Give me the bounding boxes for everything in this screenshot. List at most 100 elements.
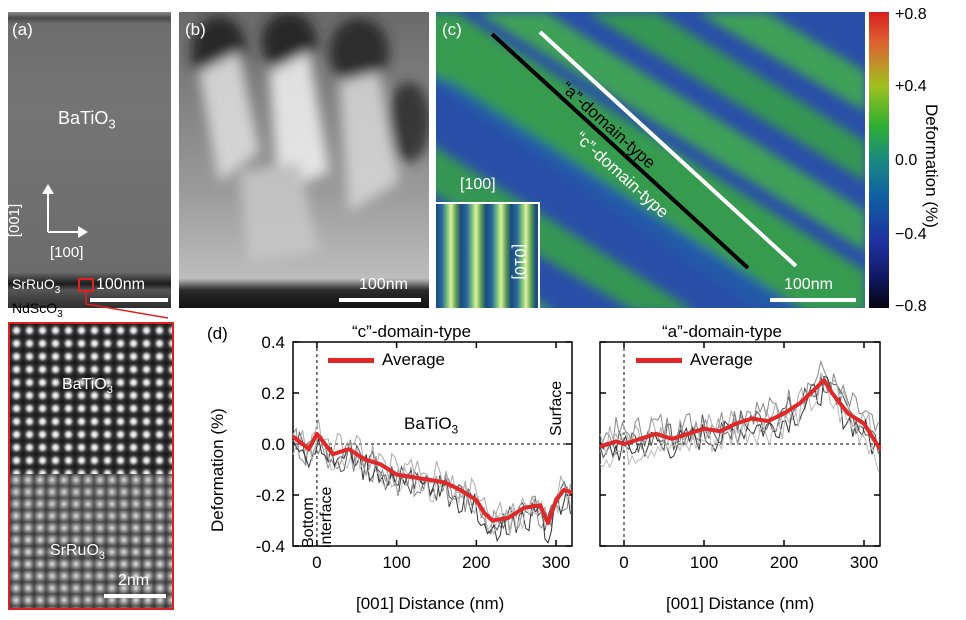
average-point: [639, 438, 641, 440]
average-point: [863, 423, 865, 425]
right-plot-title: “a”-domain-type: [662, 322, 782, 341]
colorbar-tick: −0.4: [895, 226, 927, 243]
average-point: [799, 402, 801, 404]
average-line: [599, 378, 882, 451]
right-legend: Average: [636, 350, 753, 370]
panel-a-scalebar: [90, 298, 168, 302]
plot-frame: [599, 341, 881, 547]
average-point: [459, 489, 461, 491]
average-point: [316, 433, 318, 435]
average-point: [547, 522, 549, 524]
axis-right-label: [100]: [50, 244, 84, 261]
axis-arrows-icon: [42, 184, 88, 238]
left-plot-title: “c”-domain-type: [352, 322, 472, 341]
left-legend: Average: [328, 350, 445, 370]
roi-box: [78, 278, 94, 292]
panel-a-image: (a) BaTiO3 [001] [100] SrRuO3 100nm: [8, 12, 171, 308]
colorbar: +0.8 +0.4 0.0 −0.4 −0.8 Deformation (%): [869, 6, 941, 315]
average-point: [735, 423, 737, 425]
x-tick-label: 200: [462, 553, 490, 572]
panel-b-scalebar: [339, 298, 421, 302]
average-point: [523, 507, 525, 509]
annotation-bottom: Bottom: [300, 497, 317, 548]
x-tick-label: 0: [619, 553, 628, 572]
average-point: [348, 448, 350, 450]
profile-trace: [599, 372, 879, 455]
average-point: [847, 412, 849, 414]
colorbar-tick: +0.8: [895, 6, 927, 23]
average-point: [443, 481, 445, 483]
colorbar-title: Deformation (%): [922, 104, 941, 228]
panel-b-scale-label: 100nm: [359, 276, 408, 293]
y-tick-label: -0.4: [256, 537, 285, 556]
panel-a-scale-label: 100nm: [96, 276, 145, 293]
right-xlabel: [001] Distance (nm): [666, 594, 815, 613]
average-point: [623, 443, 625, 445]
average-point: [539, 504, 541, 506]
layer1-label: SrRuO3: [12, 276, 61, 296]
panel-b-label: (b): [185, 20, 206, 39]
average-point: [719, 430, 721, 432]
inset-side-axis: [010]: [511, 244, 528, 280]
panel-c-image: (c) “c”-domain-type “a”-domain-type [100…: [436, 12, 865, 308]
average-point: [655, 433, 657, 435]
panel-a-inset: BaTiO3 SrRuO3 2nm: [8, 322, 174, 610]
inset-scale-label: 2nm: [118, 572, 150, 589]
average-point: [823, 379, 825, 381]
panel-a-material: BaTiO3: [58, 108, 116, 132]
average-point: [671, 438, 673, 440]
layer2-label: NdScO3: [12, 300, 63, 320]
x-tick-label: 100: [382, 553, 410, 572]
panel-c-scale-label: 100nm: [784, 276, 833, 293]
average-point: [412, 476, 414, 478]
average-point: [324, 443, 326, 445]
x-tick-label: 0: [312, 553, 321, 572]
x-tick-label: 300: [850, 553, 878, 572]
average-point: [815, 387, 817, 389]
panel-c-label: (c): [442, 20, 462, 39]
average-point: [428, 479, 430, 481]
colorbar-tick: 0.0: [895, 152, 918, 169]
average-point: [483, 512, 485, 514]
average-point: [767, 420, 769, 422]
panel-a-label: (a): [12, 20, 33, 39]
ylabel: Deformation (%): [208, 408, 227, 532]
average-point: [879, 448, 881, 450]
average-point: [292, 435, 294, 437]
average-point: [396, 474, 398, 476]
x-tick-label: 300: [542, 553, 570, 572]
average-point: [563, 489, 565, 491]
inset-top-material: BaTiO3: [62, 376, 113, 397]
average-point: [687, 433, 689, 435]
average-point: [615, 440, 617, 442]
average-point: [599, 446, 601, 448]
profile-trace: [599, 376, 879, 461]
average-point: [364, 458, 366, 460]
average-point: [783, 412, 785, 414]
average-point: [831, 392, 833, 394]
y-tick-label: 0.2: [261, 384, 285, 403]
average-point: [507, 517, 509, 519]
left-legend-label: Average: [382, 350, 446, 369]
inset-top-axis: [100]: [460, 176, 496, 193]
profile-trace: [599, 359, 879, 453]
x-tick-label: 100: [690, 553, 718, 572]
average-point: [555, 499, 557, 501]
profile-trace: [599, 379, 879, 472]
colorbar-tick: +0.4: [895, 78, 927, 95]
average-point: [332, 453, 334, 455]
panel-c-inset: [436, 202, 540, 308]
left-xlabel: [001] Distance (nm): [356, 594, 505, 613]
profile-trace: [599, 375, 879, 459]
annotation-surface: Surface: [548, 380, 565, 436]
panel-d-label: (d): [207, 324, 228, 343]
y-tick-label: 0.0: [261, 435, 285, 454]
axis-up-label: [001]: [8, 203, 24, 238]
inset-bottom-material: SrRuO3: [50, 542, 106, 563]
colorbar-tick: −0.8: [895, 298, 927, 315]
average-point: [571, 491, 573, 493]
right-legend-label: Average: [690, 350, 754, 369]
annotation-material: BaTiO3: [404, 414, 459, 437]
annotation-interface: interface: [318, 486, 335, 548]
y-tick-label: 0.4: [261, 333, 285, 352]
